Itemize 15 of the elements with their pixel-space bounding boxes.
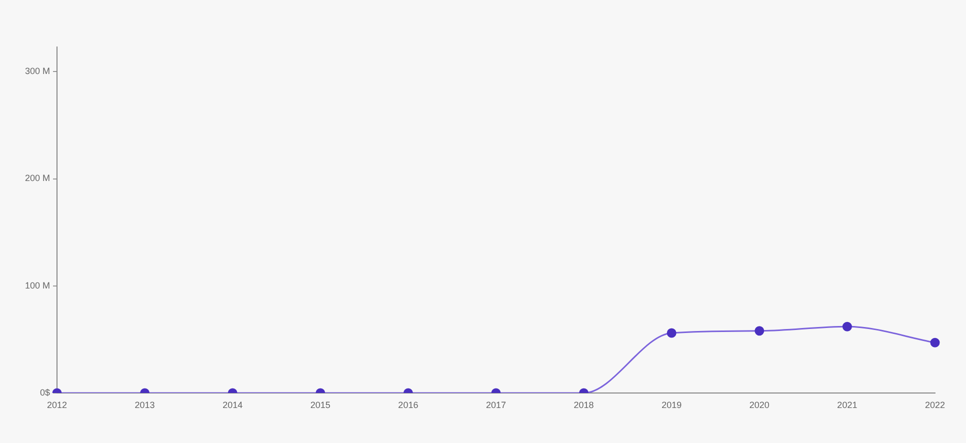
x-tick-label: 2016 <box>398 400 418 410</box>
x-tick-label: 2021 <box>837 400 858 410</box>
x-tick-label: 2022 <box>924 400 946 410</box>
x-tick-label: 2015 <box>310 400 330 410</box>
x-tick-label: 2014 <box>222 400 243 410</box>
y-tick-label: 100 M <box>24 280 50 290</box>
x-tick-label: 2018 <box>574 400 594 410</box>
x-tick-label: 2017 <box>486 400 506 410</box>
x-tick-label: 2019 <box>662 400 682 410</box>
y-tick-label: 200 M <box>24 173 50 184</box>
x-tick-label: 2020 <box>749 400 770 410</box>
x-tick-label: 2012 <box>46 400 68 410</box>
y-tick-label: 300 M <box>24 66 50 76</box>
y-tick-label: 0$ <box>40 387 50 398</box>
x-tick-label: 2013 <box>134 400 155 410</box>
